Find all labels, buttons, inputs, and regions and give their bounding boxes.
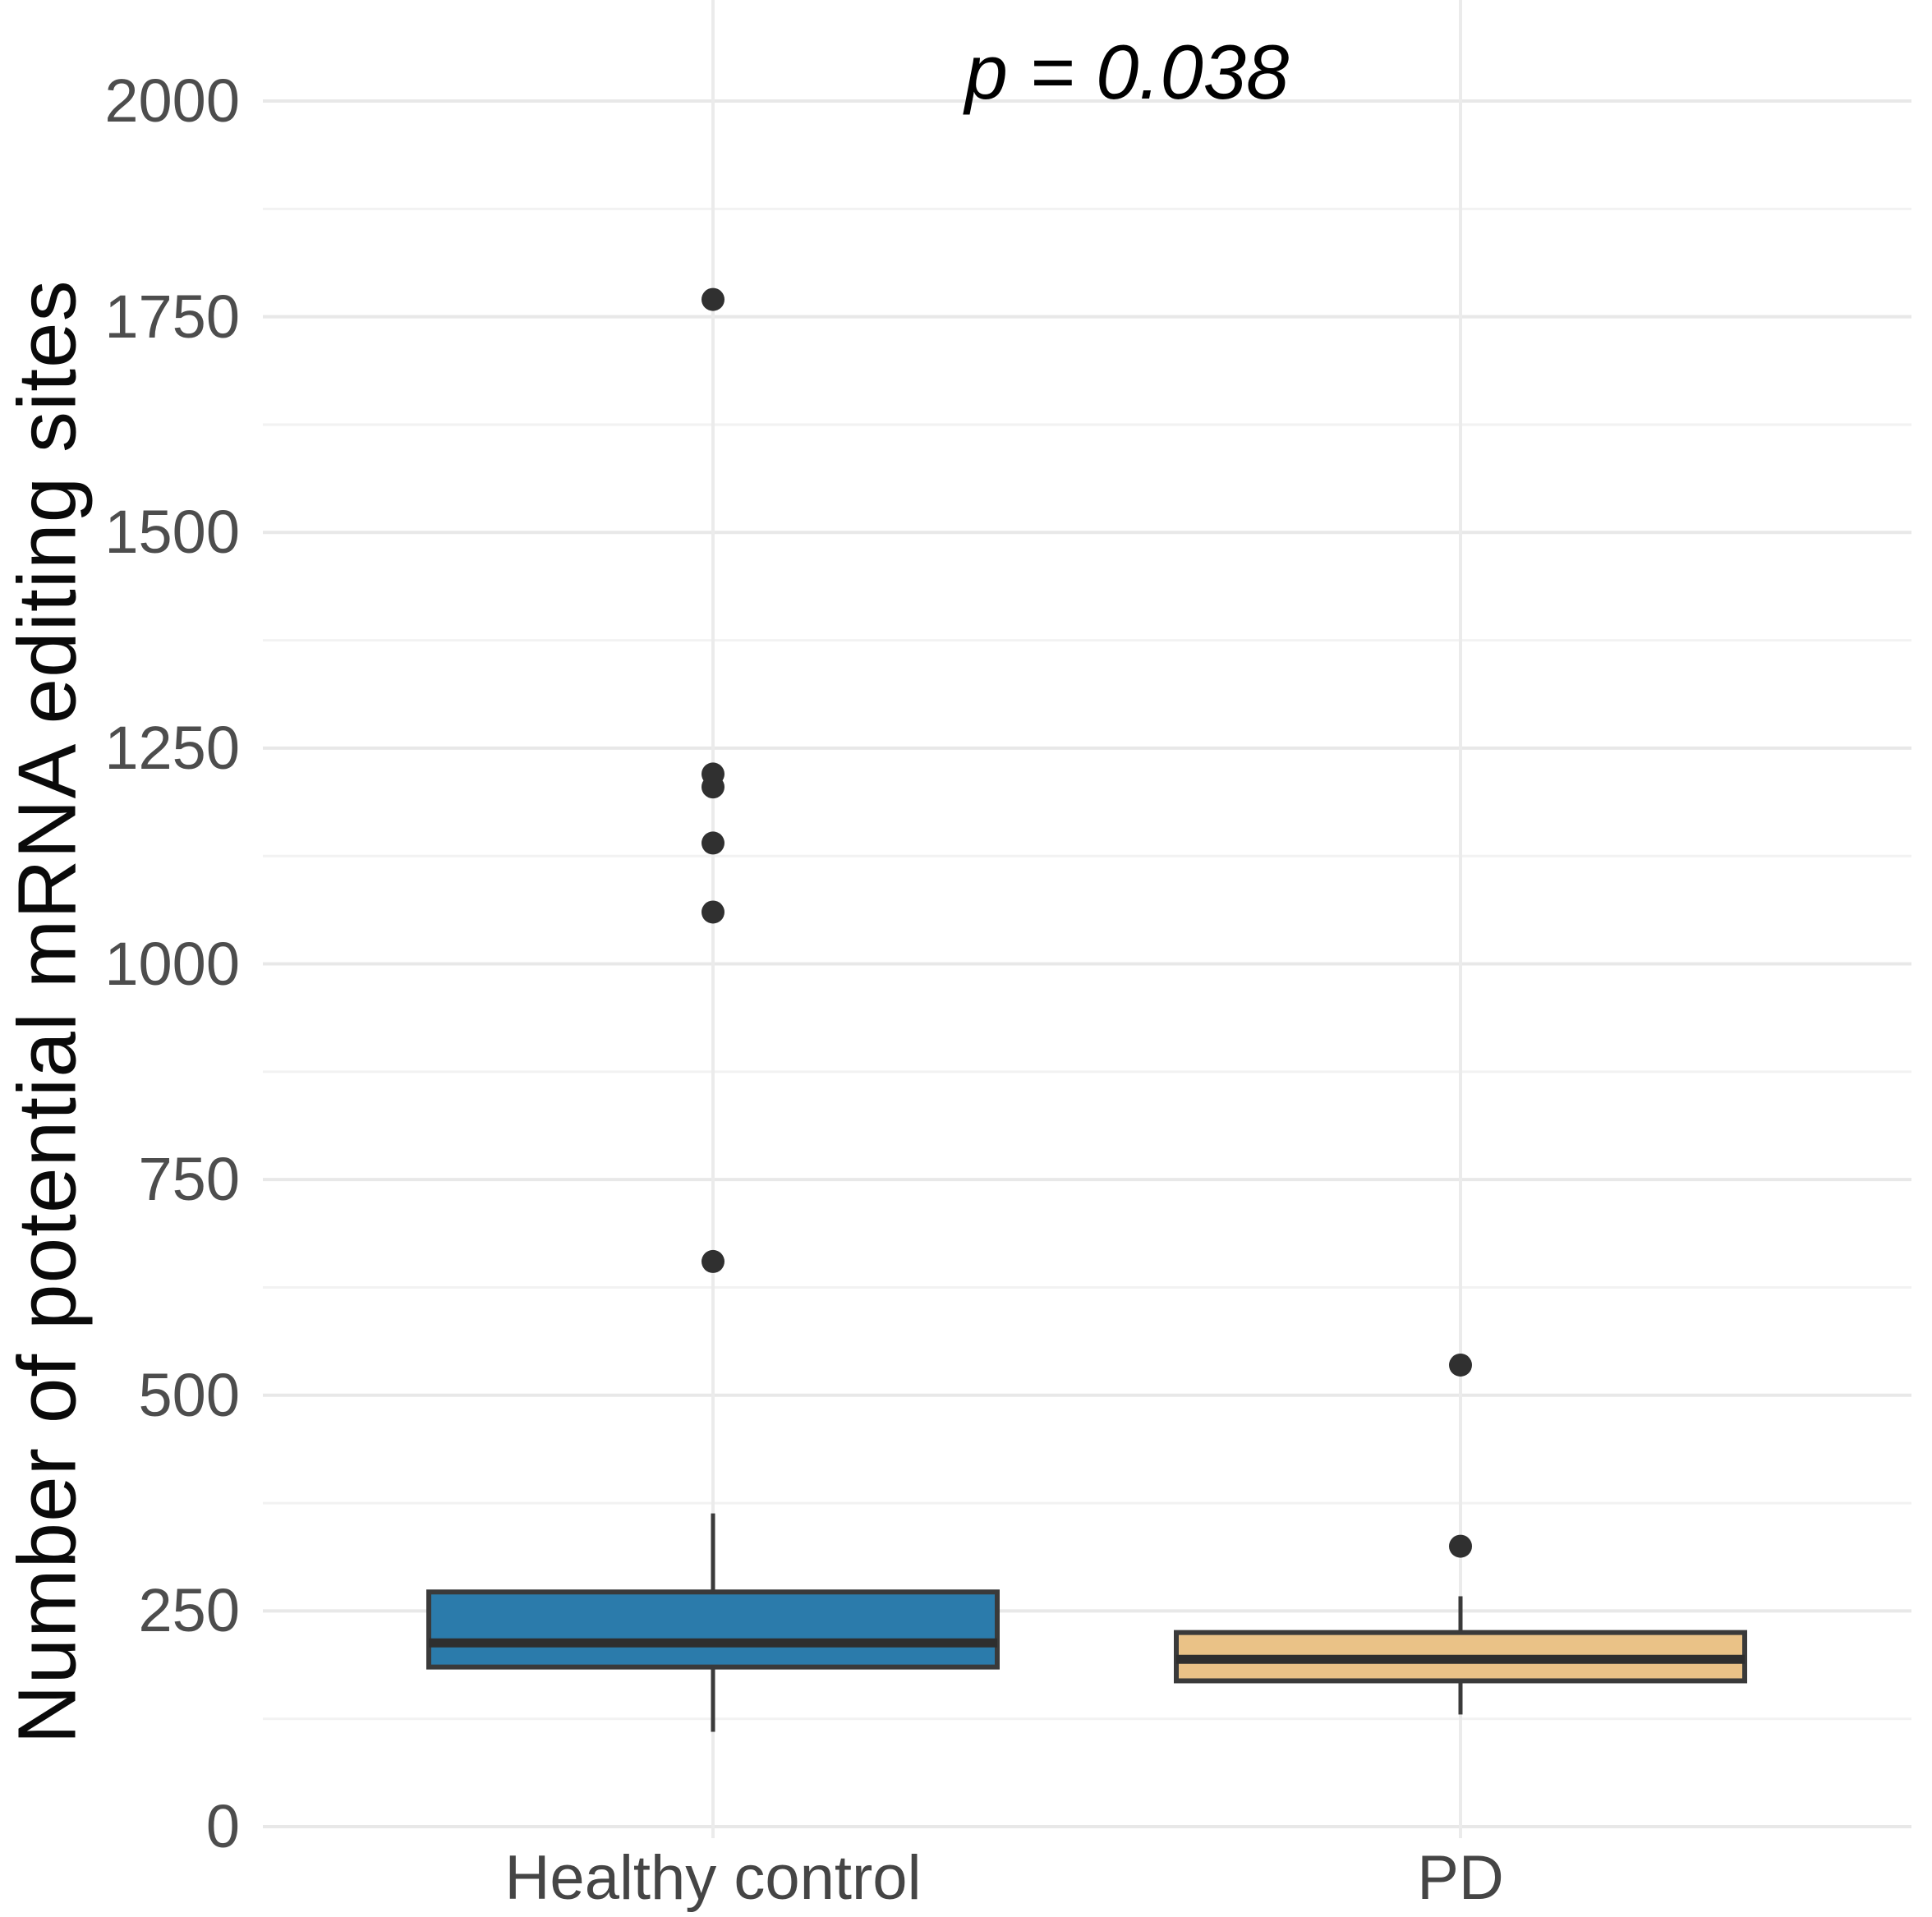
y-tick-label: 250 (138, 1576, 240, 1645)
y-tick-label: 750 (138, 1145, 240, 1214)
outlier-dot (702, 900, 724, 924)
y-tick-label: 1000 (104, 929, 240, 998)
x-category-label: PD (1417, 1843, 1504, 1913)
outlier-dot (702, 831, 724, 855)
x-category-label: Healthy control (504, 1843, 922, 1913)
outlier-dot (702, 287, 724, 311)
y-tick-label: 2000 (104, 67, 240, 135)
y-tick-label: 1250 (104, 713, 240, 782)
p-value-annotation: p = 0.038 (964, 29, 1290, 115)
y-tick-label: 1750 (104, 282, 240, 351)
outlier-dot (1449, 1353, 1472, 1377)
outlier-dot (1449, 1534, 1472, 1558)
outlier-dot (702, 762, 724, 786)
box-healthy-control (426, 1589, 1000, 1670)
y-tick-label: 0 (205, 1792, 240, 1860)
y-tick-label: 1500 (104, 498, 240, 567)
outlier-dot (702, 1249, 724, 1273)
y-tick-label: 500 (138, 1360, 240, 1429)
